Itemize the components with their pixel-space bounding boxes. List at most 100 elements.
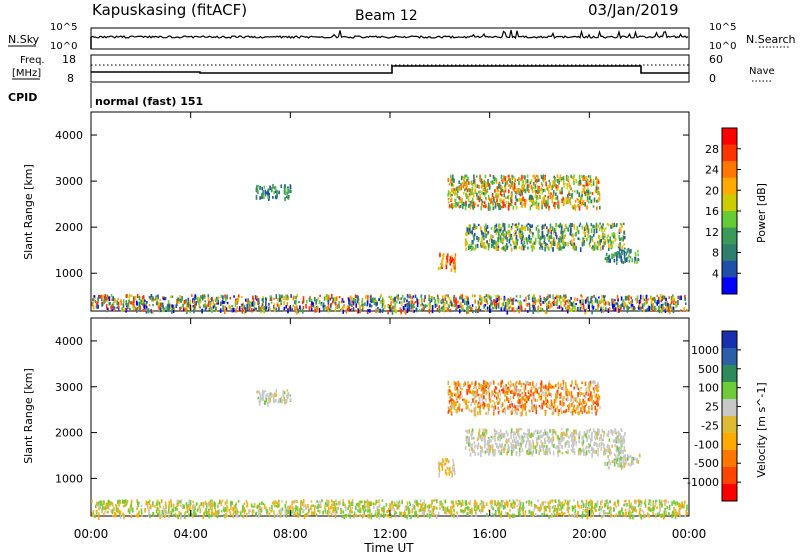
data-cell	[341, 298, 344, 302]
data-cell	[287, 395, 289, 400]
data-cell	[572, 401, 574, 404]
data-cell	[258, 305, 260, 309]
data-cell	[407, 295, 409, 299]
data-cell	[148, 499, 151, 502]
data-cell	[603, 302, 605, 306]
data-cell	[453, 259, 456, 263]
data-cell	[539, 243, 542, 247]
data-cell	[557, 204, 559, 209]
data-cell	[673, 511, 676, 517]
data-cell	[381, 507, 384, 512]
data-cell	[506, 396, 508, 402]
data-cell	[462, 204, 464, 209]
data-cell	[505, 196, 508, 199]
data-cell	[604, 500, 607, 503]
data-cell	[219, 308, 222, 313]
data-cell	[110, 501, 112, 505]
data-cell	[516, 499, 518, 502]
data-cell	[348, 301, 351, 306]
data-cell	[453, 469, 456, 474]
data-cell	[178, 510, 181, 515]
data-cell	[533, 246, 535, 250]
data-cell	[518, 181, 521, 185]
data-cell	[497, 411, 500, 415]
data-cell	[534, 504, 536, 509]
data-cell	[563, 180, 565, 185]
data-cell	[580, 504, 583, 509]
data-cell	[557, 200, 560, 206]
data-cell	[226, 514, 228, 517]
data-cell	[140, 508, 143, 513]
data-cell	[599, 505, 601, 511]
data-cell	[601, 294, 603, 298]
data-cell	[112, 306, 115, 311]
data-cell	[538, 189, 541, 194]
data-cell	[573, 180, 575, 185]
data-cell	[156, 301, 158, 306]
data-cell	[262, 298, 264, 303]
data-cell	[445, 294, 448, 297]
data-cell	[331, 294, 333, 299]
data-cell	[529, 198, 531, 202]
data-cell	[631, 299, 634, 303]
data-cell	[275, 399, 277, 403]
data-cell	[585, 508, 587, 511]
data-cell	[189, 309, 191, 313]
data-cell	[103, 500, 105, 505]
data-cell	[621, 507, 623, 512]
data-cell	[686, 309, 688, 312]
data-cell	[581, 511, 584, 517]
data-cell	[497, 228, 500, 234]
data-cell	[658, 305, 660, 311]
data-cell	[598, 512, 601, 516]
data-cell	[295, 296, 297, 300]
data-cell	[509, 243, 512, 247]
data-cell	[589, 196, 591, 201]
data-cell	[217, 510, 219, 514]
data-cell	[627, 511, 630, 517]
data-cell	[549, 294, 551, 298]
data-cell	[211, 503, 214, 506]
data-cell	[513, 189, 516, 193]
data-cell	[461, 388, 464, 391]
data-cell	[534, 307, 536, 311]
data-cell	[554, 230, 556, 234]
data-cell	[597, 180, 600, 184]
data-cell	[459, 309, 461, 314]
data-cell	[677, 509, 680, 514]
data-cell	[216, 298, 219, 303]
data-cell	[457, 300, 459, 304]
data-cell	[661, 305, 664, 310]
data-cell	[548, 504, 550, 509]
data-cell	[535, 180, 538, 184]
data-cell	[587, 229, 590, 234]
data-cell	[557, 381, 560, 386]
data-cell	[455, 401, 458, 406]
data-cell	[453, 296, 455, 302]
data-cell	[613, 258, 616, 263]
data-cell	[591, 381, 594, 384]
data-cell	[450, 255, 453, 258]
data-cell	[495, 178, 498, 181]
data-cell	[238, 306, 241, 311]
data-cell	[492, 206, 495, 211]
data-cell	[271, 504, 273, 510]
data-cell	[263, 185, 266, 189]
data-cell	[109, 501, 111, 505]
data-cell	[445, 460, 448, 463]
data-cell	[329, 511, 331, 514]
data-cell	[677, 300, 679, 305]
data-cell	[552, 241, 555, 246]
data-cell	[519, 307, 521, 312]
velocity-panel-frame	[90, 317, 690, 517]
data-cell	[261, 506, 263, 510]
data-cell	[458, 205, 460, 209]
data-cell	[561, 177, 563, 181]
data-cell	[274, 393, 276, 397]
data-cell	[465, 187, 467, 190]
data-cell	[669, 304, 671, 310]
data-cell	[557, 501, 560, 505]
data-cell	[509, 179, 511, 184]
data-cell	[457, 389, 460, 394]
data-cell	[619, 248, 621, 252]
